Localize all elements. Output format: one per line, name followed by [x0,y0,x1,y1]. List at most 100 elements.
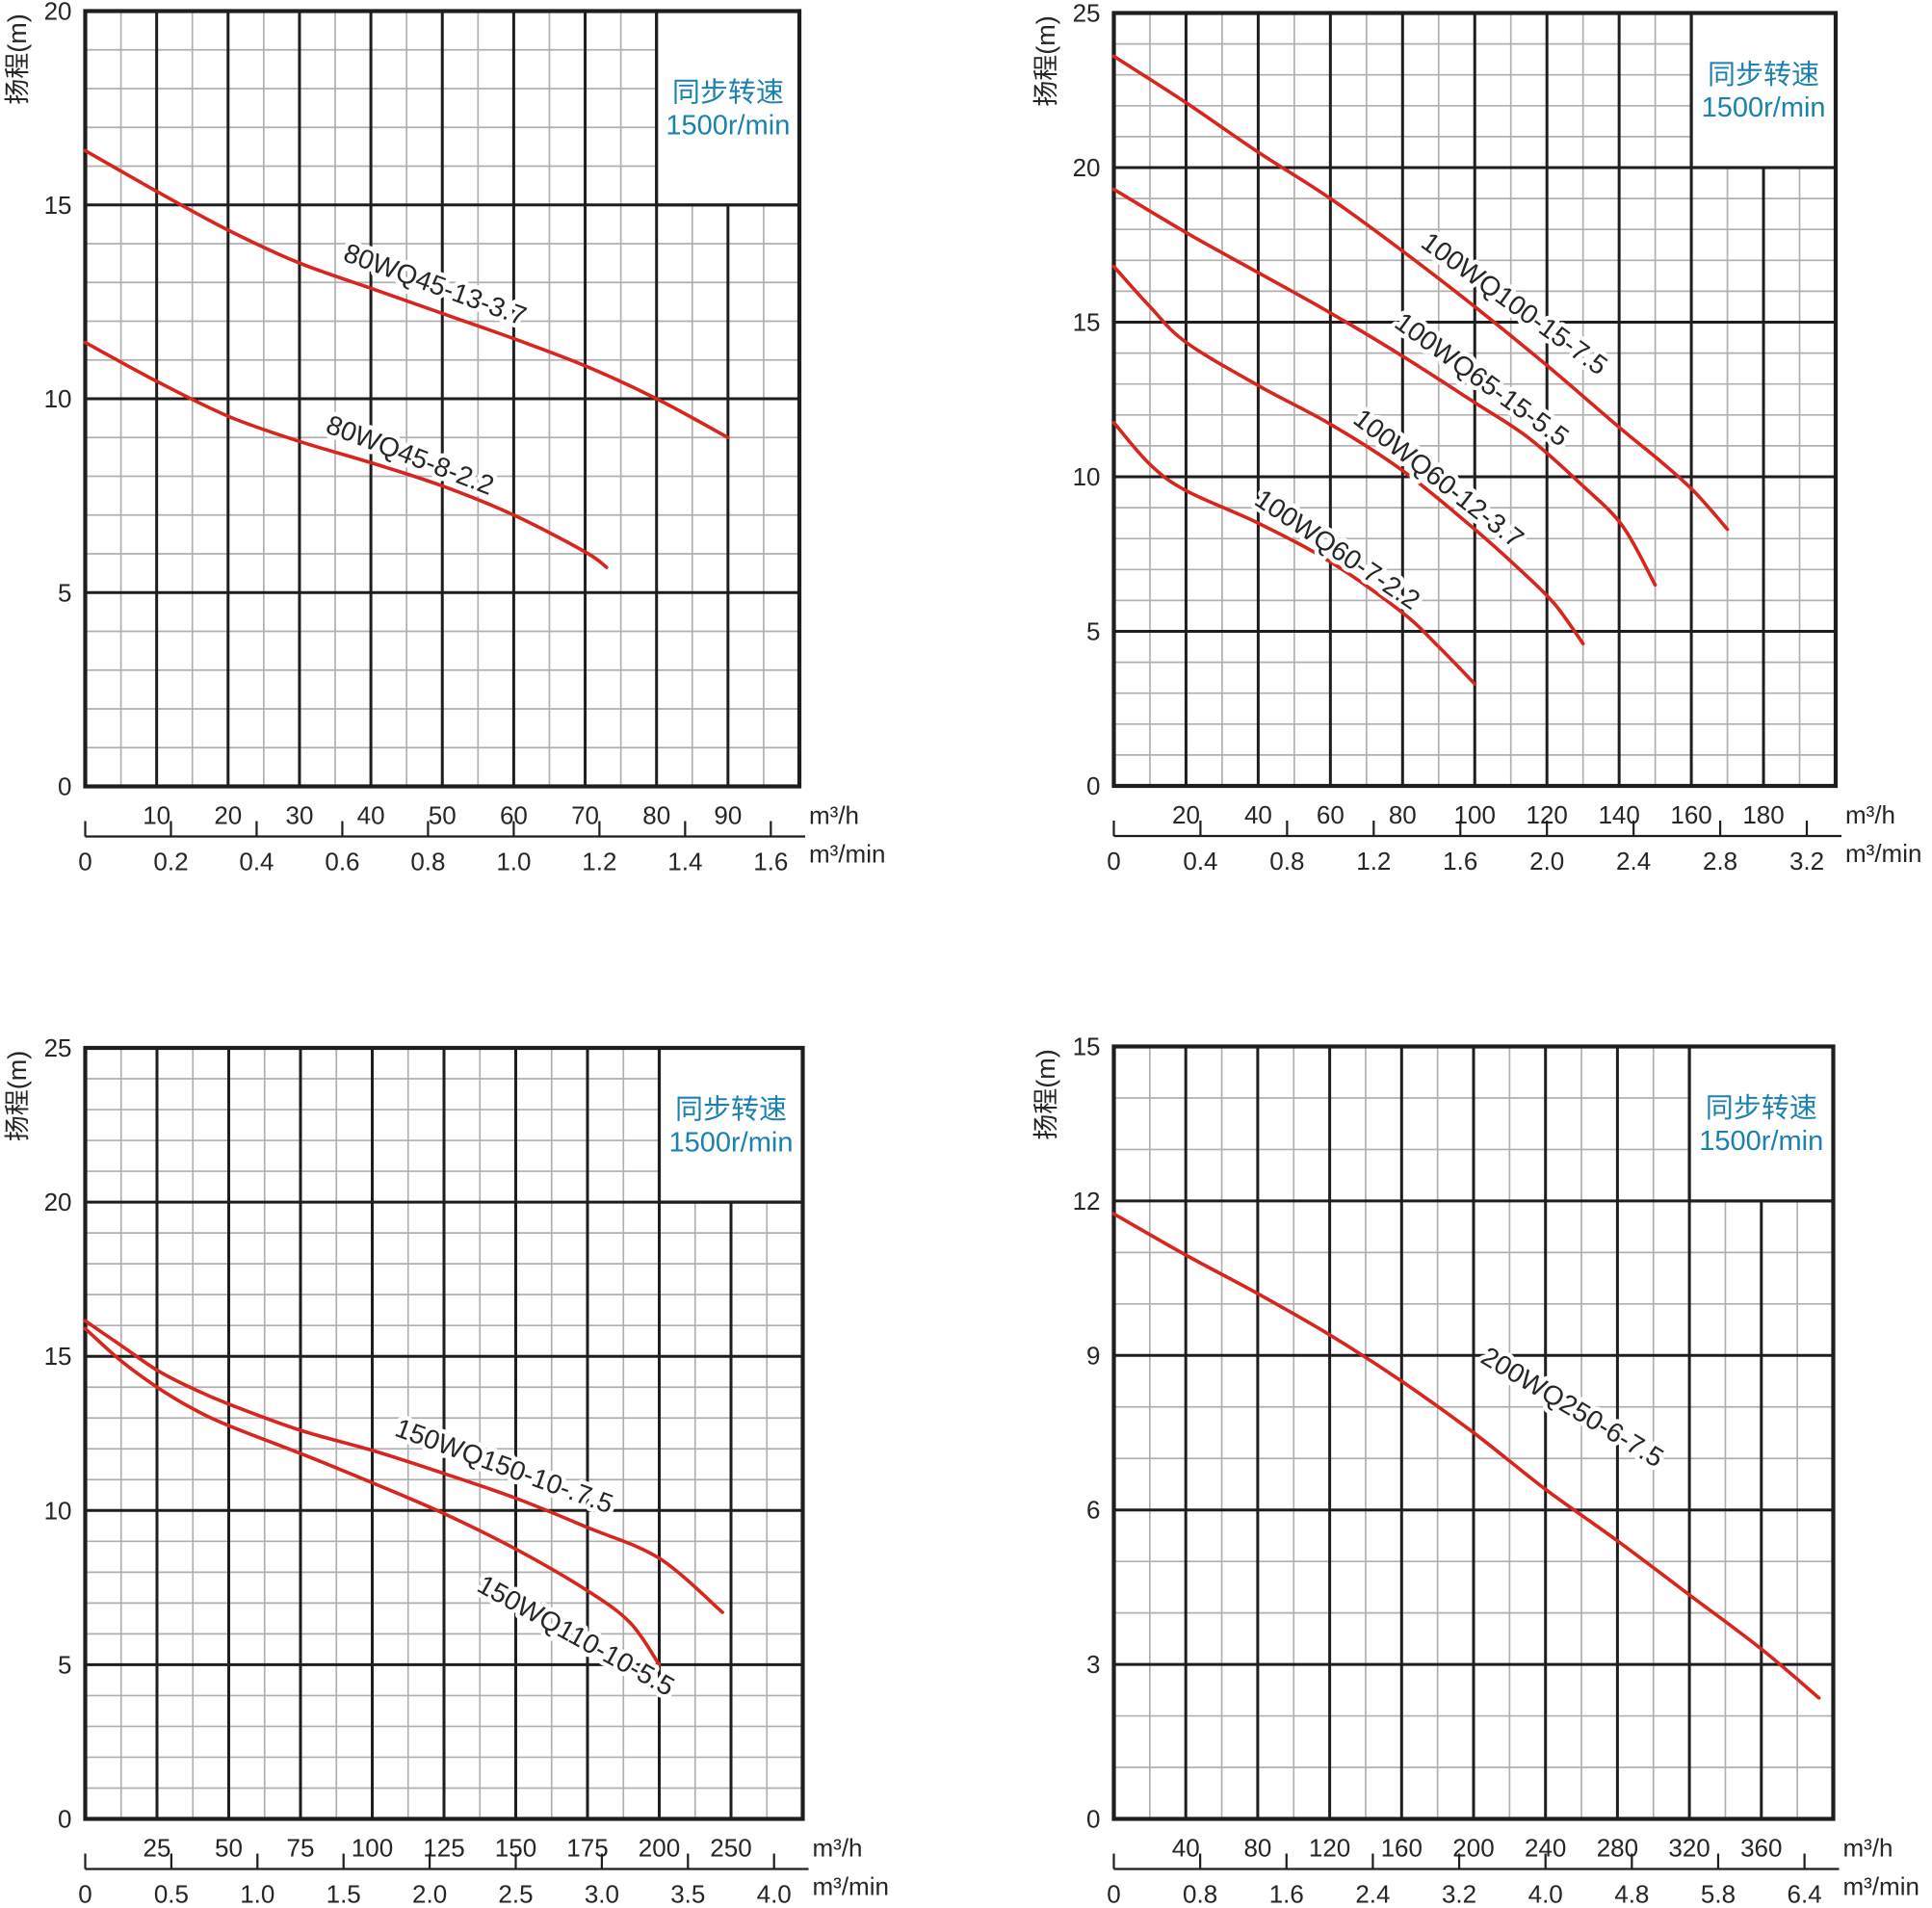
x-primary-tick-label: 180 [1742,800,1784,829]
y-axis-title: (m) [1031,15,1060,106]
y-tick-labels: 0 5 10 15 20 [44,0,72,801]
x-secondary-tick-label: 2.8 [1703,847,1737,876]
curve-150WQ150-10-.7.5 [83,1319,724,1614]
x-secondary-tick-label: 0.4 [1183,847,1217,876]
secondary-axis [1112,821,1841,838]
y-axis-title-text-text: (m) [3,13,32,52]
x-secondary-tick-label: 1.0 [496,848,531,876]
legend-speed-value-text: 1500r/min [666,111,790,142]
x-primary-tick-label: 320 [1668,1834,1710,1863]
x-secondary-tick-label: 0 [78,1880,91,1904]
x-primary-tick-label: 80 [642,801,670,830]
x-secondary-tick-label: 3.2 [1789,847,1824,876]
curve-150WQ110-10-5.5 [83,1326,662,1667]
x-primary-tick-label: 200 [639,1834,680,1863]
x-secondary-tick-label: 0.8 [1183,1880,1217,1904]
y-axis-title-text-text: (m) [1031,1049,1060,1087]
y-tick-label: 0 [58,1805,71,1834]
curve-100WQ65-15-5.5 [1111,187,1658,588]
x-primary-tick-label: 20 [214,801,242,830]
x-primary-tick-label: 70 [571,801,599,830]
x-primary-tick-label: 20 [1172,800,1200,829]
curve-80WQ45-13-3.7 [83,148,730,440]
x-secondary-tick-label: 0 [1107,1880,1120,1904]
y-tick-label: 20 [1073,153,1101,182]
legend-speed-value-text: 1500r/min [1702,92,1826,123]
y-tick-label: 0 [1086,771,1100,800]
x-secondary-tick-label: 1.2 [1356,847,1391,876]
grid-minor [85,1048,803,1819]
x-secondary-tick-label: 1.6 [1443,847,1477,876]
plot-border [83,1045,805,1821]
y-axis-title: (m) [3,1051,32,1141]
x-primary-tick-label: 80 [1243,1834,1271,1863]
legend-speed-value-text: 1500r/min [669,1128,794,1159]
grid-major [1113,1046,1834,1819]
y-tick-label: 5 [58,1650,71,1679]
curve-100WQ100-15-7.5 [1111,54,1730,532]
x-secondary-unit: m³/min [1843,1872,1919,1901]
secondary-axis [84,1853,809,1870]
x-primary-tick-labels: 25 50 75 100 125 150 175 200 250 [144,1834,752,1863]
x-secondary-tick-label: 1.2 [582,848,616,876]
y-axis-title-text: (m) [3,1051,32,1141]
y-tick-label: 0 [58,772,71,801]
x-secondary-tick-label: 1.4 [667,848,702,876]
x-primary-tick-label: 30 [285,801,313,830]
x-secondary-tick-label: 1.6 [1269,1880,1304,1904]
legend-box [1687,1044,1836,1203]
y-axis-title: (m) [3,13,32,104]
x-secondary-tick-label: 3.0 [585,1880,619,1904]
x-primary-tick-label: 360 [1740,1834,1782,1863]
legend-box [655,9,801,207]
y-tick-label: 20 [44,1188,72,1216]
x-secondary-tick-label: 0.6 [325,848,359,876]
x-secondary-unit: m³/min [813,1872,889,1901]
x-primary-tick-label: 40 [357,801,385,830]
x-secondary-tick-label: 2.4 [1616,847,1651,876]
x-secondary-tick-label: 0.8 [1269,847,1304,876]
x-primary-unit: m³/h [1845,800,1895,829]
y-tick-label: 15 [44,191,72,220]
plot-border [1111,11,1839,789]
x-primary-tick-label: 60 [1317,800,1345,829]
y-tick-label: 5 [58,578,71,607]
x-secondary-tick-label: 0.5 [154,1880,189,1904]
x-secondary-tick-label: 0.2 [153,848,188,876]
x-primary-tick-label: 50 [215,1834,243,1863]
x-primary-unit: m³/h [1843,1834,1893,1863]
x-primary-unit: m³/h [809,801,859,830]
y-tick-label: 3 [1086,1650,1100,1679]
x-primary-tick-label: 90 [714,801,742,830]
y-axis-title-text-text: (m) [3,1051,32,1089]
x-primary-tick-label: 250 [710,1834,751,1863]
x-secondary-tick-label: 0.4 [239,848,274,876]
y-tick-label: 10 [44,1496,72,1525]
x-secondary-tick-labels: 0 0.4 0.8 1.2 1.6 2.0 2.4 2.8 3.2 [1107,847,1824,876]
x-primary-tick-labels: 10 20 30 40 50 60 70 80 90 [143,801,742,830]
x-secondary-tick-label: 4.0 [757,1880,792,1904]
y-tick-labels: 0 5 10 15 20 25 [44,1033,72,1834]
curve-200WQ250-6-7.5 [1111,1212,1821,1700]
y-tick-label: 20 [44,0,72,26]
x-secondary-tick-label: 2.5 [498,1880,533,1904]
y-axis-title: (m) [1031,1049,1060,1139]
y-tick-label: 12 [1073,1187,1101,1215]
legend-speed-value: 1500r/min [1702,92,1826,123]
x-primary-tick-label: 25 [144,1834,171,1863]
x-secondary-tick-label: 2.0 [1529,847,1564,876]
y-axis-title-text-text: (m) [1031,15,1060,54]
x-primary-unit: m³/h [813,1834,863,1863]
curve-100WQ60-7-2.2 [1111,421,1477,686]
y-tick-label: 10 [44,384,72,413]
x-primary-tick-labels: 40 80 120 160 200 240 280 320 360 [1172,1834,1783,1863]
x-primary-tick-label: 160 [1381,1834,1423,1863]
x-secondary-tick-label: 0 [78,848,91,876]
secondary-axis [1112,1853,1840,1870]
y-axis-title-text: (m) [1031,15,1060,106]
y-tick-label: 5 [1086,617,1100,646]
y-tick-label: 15 [1073,308,1101,337]
y-tick-label: 25 [44,1033,72,1062]
y-tick-labels: 0 3 6 9 12 15 [1073,1032,1101,1834]
x-secondary-tick-labels: 0 0.5 1.0 1.5 2.0 2.5 3.0 3.5 4.0 [78,1880,792,1908]
